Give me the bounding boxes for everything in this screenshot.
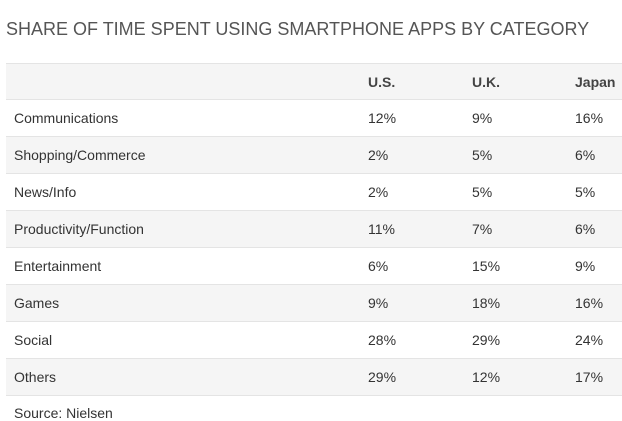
cell-category: Games: [14, 295, 60, 311]
cell-category: Productivity/Function: [14, 221, 144, 237]
cell-us: 12%: [368, 110, 397, 126]
table-row: News/Info 2% 5% 5%: [6, 174, 622, 211]
cell-uk: 15%: [472, 258, 501, 274]
cell-category: Shopping/Commerce: [14, 147, 146, 163]
cell-category: News/Info: [14, 184, 77, 200]
table-row: Games 9% 18% 16%: [6, 285, 622, 322]
header-us: U.S.: [368, 73, 396, 90]
table-header-row: U.S. U.K. Japan: [6, 63, 622, 100]
cell-us: 2%: [368, 147, 389, 163]
cell-uk: 12%: [472, 369, 501, 385]
cell-uk: 5%: [472, 147, 493, 163]
cell-us: 2%: [368, 184, 389, 200]
cell-category: Social: [14, 332, 53, 348]
cell-japan: 16%: [575, 110, 604, 126]
cell-us: 11%: [368, 221, 395, 237]
cell-uk: 18%: [472, 295, 501, 311]
table-row: Entertainment 6% 15% 9%: [6, 248, 622, 285]
header-japan: Japan: [575, 73, 616, 90]
table-row: Social 28% 29% 24%: [6, 322, 622, 359]
table-row: Others 29% 12% 17%: [6, 359, 622, 396]
cell-us: 9%: [368, 295, 389, 311]
table-row: Productivity/Function 11% 7% 6%: [6, 211, 622, 248]
cell-us: 6%: [368, 258, 389, 274]
cell-japan: 5%: [575, 184, 596, 200]
cell-us: 29%: [368, 369, 397, 385]
table-row: Shopping/Commerce 2% 5% 6%: [6, 137, 622, 174]
cell-japan: 9%: [575, 258, 596, 274]
cell-uk: 7%: [472, 221, 493, 237]
source-note: Source: Nielsen: [14, 405, 113, 421]
cell-japan: 16%: [575, 295, 604, 311]
header-uk: U.K.: [472, 73, 500, 90]
cell-us: 28%: [368, 332, 397, 348]
table-row: Communications 12% 9% 16%: [6, 100, 622, 137]
cell-uk: 9%: [472, 110, 493, 126]
cell-uk: 29%: [472, 332, 501, 348]
cell-category: Communications: [14, 110, 119, 126]
data-table: U.S. U.K. Japan Communications 12% 9% 16% Sh…: [6, 63, 622, 396]
cell-category: Entertainment: [14, 258, 102, 274]
cell-japan: 17%: [575, 369, 604, 385]
cell-uk: 5%: [472, 184, 493, 200]
cell-japan: 24%: [575, 332, 604, 348]
cell-japan: 6%: [575, 221, 596, 237]
cell-japan: 6%: [575, 147, 596, 163]
table-title: SHARE OF TIME SPENT USING SMARTPHONE APP…: [6, 19, 590, 39]
cell-category: Others: [14, 369, 57, 385]
